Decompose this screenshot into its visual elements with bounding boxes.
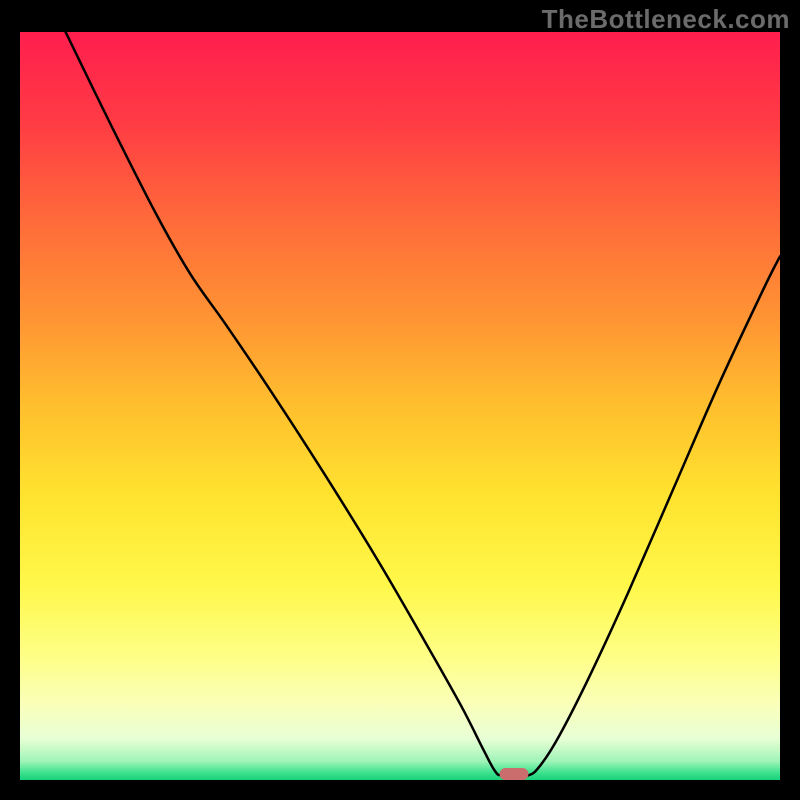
chart-background: [20, 32, 780, 780]
bottleneck-chart: [20, 32, 780, 780]
chart-frame: TheBottleneck.com: [0, 0, 800, 800]
watermark-text: TheBottleneck.com: [542, 4, 790, 35]
optimal-marker: [500, 768, 529, 780]
